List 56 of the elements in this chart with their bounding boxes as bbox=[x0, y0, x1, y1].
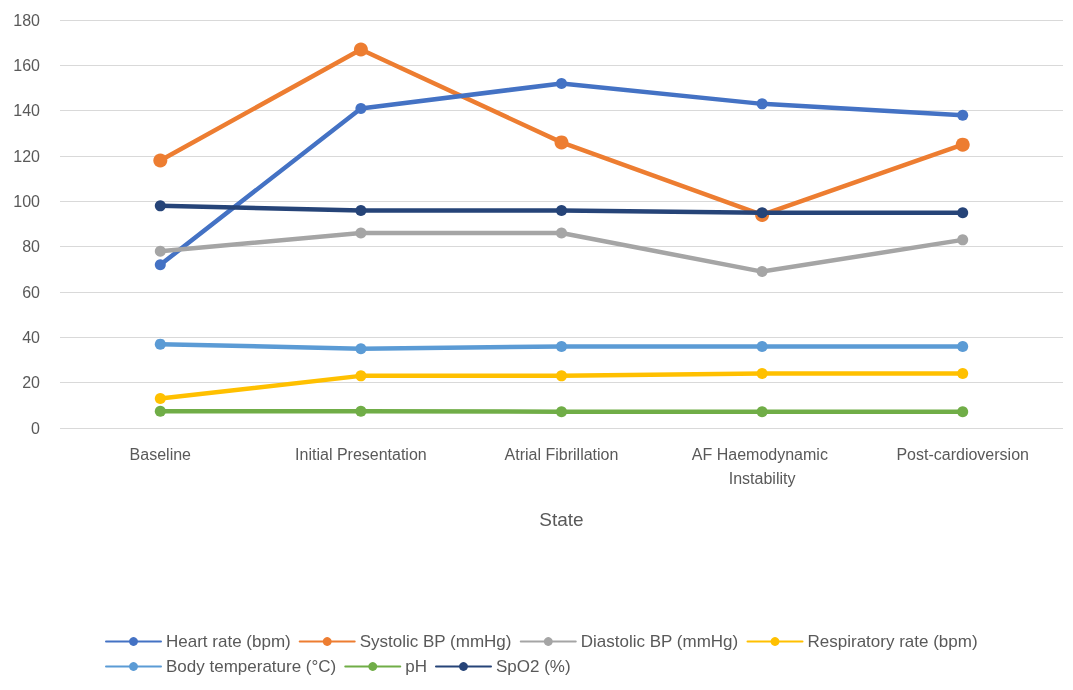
y-tick-label: 80 bbox=[22, 238, 41, 256]
point bbox=[556, 227, 567, 239]
y-tick-label: 0 bbox=[31, 419, 41, 437]
x-tick-label: Post-cardioversion bbox=[896, 445, 1029, 463]
point bbox=[556, 406, 567, 418]
y-tick-label: 60 bbox=[22, 283, 41, 301]
point bbox=[957, 368, 969, 380]
point bbox=[957, 406, 969, 418]
point bbox=[957, 340, 969, 352]
point bbox=[957, 234, 969, 246]
point bbox=[756, 406, 768, 418]
y-tick-label: 140 bbox=[13, 102, 41, 120]
point bbox=[556, 204, 567, 216]
point bbox=[556, 77, 567, 89]
point bbox=[154, 200, 166, 212]
point bbox=[154, 338, 166, 350]
legend-label: Heart rate (bpm) bbox=[166, 632, 291, 651]
point bbox=[556, 370, 567, 382]
point bbox=[353, 42, 368, 57]
point bbox=[556, 340, 567, 352]
point bbox=[154, 405, 166, 417]
legend-label: Diastolic BP (mmHg) bbox=[580, 632, 739, 651]
x-tick-label: AF Haemodynamic Instability bbox=[691, 445, 833, 487]
point bbox=[355, 204, 367, 216]
y-tick-label: 120 bbox=[13, 147, 41, 165]
y-tick-label: 100 bbox=[13, 192, 41, 210]
point bbox=[355, 370, 367, 382]
legend-label: Body temperature (°C) bbox=[166, 657, 337, 676]
point bbox=[957, 207, 969, 219]
point bbox=[154, 245, 166, 257]
y-tick-label: 40 bbox=[22, 328, 41, 346]
y-tick-label: 20 bbox=[22, 374, 41, 392]
point bbox=[756, 98, 768, 110]
point bbox=[756, 340, 768, 352]
x-tick-label: Initial Presentation bbox=[295, 445, 427, 463]
x-tick-label: Baseline bbox=[129, 445, 192, 463]
point bbox=[955, 137, 970, 152]
y-tick-label: 180 bbox=[13, 11, 41, 29]
legend-label: pH bbox=[405, 657, 427, 676]
point bbox=[355, 102, 367, 114]
point bbox=[154, 259, 166, 271]
point bbox=[957, 109, 969, 121]
legend-label: Systolic BP (mmHg) bbox=[359, 632, 512, 651]
legend-label: Respiratory rate (bpm) bbox=[807, 632, 978, 651]
point bbox=[756, 368, 768, 380]
y-tick-label: 160 bbox=[13, 56, 41, 74]
point bbox=[554, 135, 569, 150]
point bbox=[756, 266, 768, 278]
point bbox=[355, 405, 367, 417]
x-axis-title: State bbox=[539, 509, 584, 530]
point bbox=[154, 393, 166, 405]
point bbox=[355, 227, 367, 239]
point bbox=[153, 153, 168, 168]
point bbox=[355, 343, 367, 355]
legend-label: SpO2 (%) bbox=[495, 657, 571, 676]
x-tick-label: Atrial Fibrillation bbox=[504, 445, 619, 463]
